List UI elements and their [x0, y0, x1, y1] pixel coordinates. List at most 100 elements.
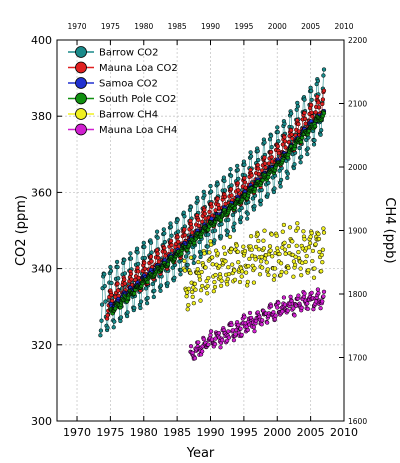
- x-top-tick-label: 1980: [134, 22, 153, 31]
- data-point: [262, 228, 267, 233]
- data-point: [309, 102, 314, 108]
- data-point: [252, 266, 257, 271]
- data-point: [138, 305, 143, 311]
- legend-label: South Pole CO2: [99, 94, 176, 105]
- data-point: [223, 259, 228, 264]
- data-point: [221, 245, 227, 250]
- data-point: [321, 230, 327, 235]
- data-point: [259, 322, 264, 327]
- data-point: [175, 234, 180, 240]
- data-point: [238, 215, 244, 220]
- data-point: [207, 209, 212, 215]
- data-point: [195, 198, 200, 204]
- x-tick-label: 1975: [96, 426, 124, 439]
- data-point: [275, 125, 280, 130]
- data-point: [309, 88, 314, 94]
- legend-marker: [75, 92, 87, 105]
- data-point: [252, 204, 257, 209]
- data-point: [298, 160, 303, 165]
- data-point: [202, 193, 207, 198]
- data-point: [208, 189, 214, 194]
- y-right-tick-label: 2000: [348, 163, 367, 172]
- data-point: [242, 314, 247, 320]
- data-point: [295, 226, 300, 231]
- data-point: [148, 254, 154, 259]
- y-left-tick-label: 320: [31, 339, 52, 352]
- data-point: [294, 243, 299, 248]
- data-point: [212, 228, 218, 233]
- data-point: [103, 299, 108, 304]
- data-point: [302, 291, 307, 296]
- data-point: [215, 181, 220, 187]
- data-point: [298, 266, 303, 271]
- data-point: [206, 275, 211, 281]
- data-point: [205, 244, 210, 249]
- data-point: [305, 301, 310, 306]
- data-point: [306, 245, 312, 250]
- y-left-tick-label: 300: [31, 415, 52, 428]
- data-point: [262, 140, 267, 145]
- legend-item: Barrow CO2: [68, 46, 159, 59]
- data-point: [321, 67, 327, 72]
- data-point: [266, 272, 271, 278]
- data-point: [291, 274, 296, 279]
- data-point: [205, 284, 210, 289]
- data-point: [232, 268, 237, 273]
- data-point: [256, 157, 261, 163]
- data-point: [102, 272, 107, 277]
- data-point: [162, 245, 167, 251]
- data-point: [196, 340, 201, 345]
- data-point: [168, 238, 174, 243]
- data-point: [98, 333, 103, 338]
- y-left-tick-label: 340: [31, 263, 52, 276]
- data-point: [288, 294, 293, 299]
- data-point: [291, 165, 297, 171]
- data-point: [308, 234, 313, 239]
- data-point: [309, 97, 314, 103]
- data-point: [248, 150, 253, 155]
- data-point: [190, 289, 195, 295]
- x-tick-label: 1980: [130, 426, 158, 439]
- data-point: [289, 132, 294, 137]
- legend-label: Samoa CO2: [99, 79, 158, 90]
- data-point: [266, 161, 272, 166]
- axis-ticks: 1970 1970 1975 1975 1980 1980 1985 1985 1990 1990…: [31, 22, 367, 439]
- data-point: [145, 279, 150, 285]
- data-point: [142, 244, 147, 250]
- data-point: [251, 280, 257, 285]
- data-point: [245, 279, 250, 285]
- data-point: [271, 277, 277, 282]
- data-point: [208, 239, 213, 244]
- data-point: [185, 307, 190, 312]
- data-point: [151, 294, 156, 300]
- data-point: [213, 336, 218, 341]
- data-point: [282, 302, 288, 307]
- data-point: [149, 250, 154, 255]
- data-point: [208, 329, 214, 334]
- data-point: [271, 310, 276, 315]
- data-point: [249, 173, 254, 178]
- data-point: [252, 187, 258, 192]
- data-point: [292, 262, 298, 268]
- data-point: [156, 255, 161, 261]
- data-point: [192, 281, 198, 287]
- y-left-tick-label: 380: [31, 110, 52, 123]
- x-top-tick-label: 2000: [268, 22, 287, 31]
- data-point: [128, 271, 134, 277]
- data-point: [145, 295, 150, 301]
- data-point: [144, 301, 150, 306]
- data-point: [312, 266, 317, 271]
- y-right-tick-label: 1700: [348, 354, 367, 363]
- data-point: [196, 259, 201, 265]
- data-point: [291, 259, 297, 264]
- data-point: [320, 260, 325, 265]
- data-point: [143, 286, 149, 291]
- data-point: [206, 232, 211, 237]
- data-point: [247, 310, 253, 316]
- data-point: [295, 104, 300, 109]
- data-point: [304, 253, 309, 259]
- data-point: [269, 232, 274, 237]
- data-point: [240, 269, 245, 274]
- data-point: [278, 261, 284, 266]
- data-point: [212, 238, 217, 243]
